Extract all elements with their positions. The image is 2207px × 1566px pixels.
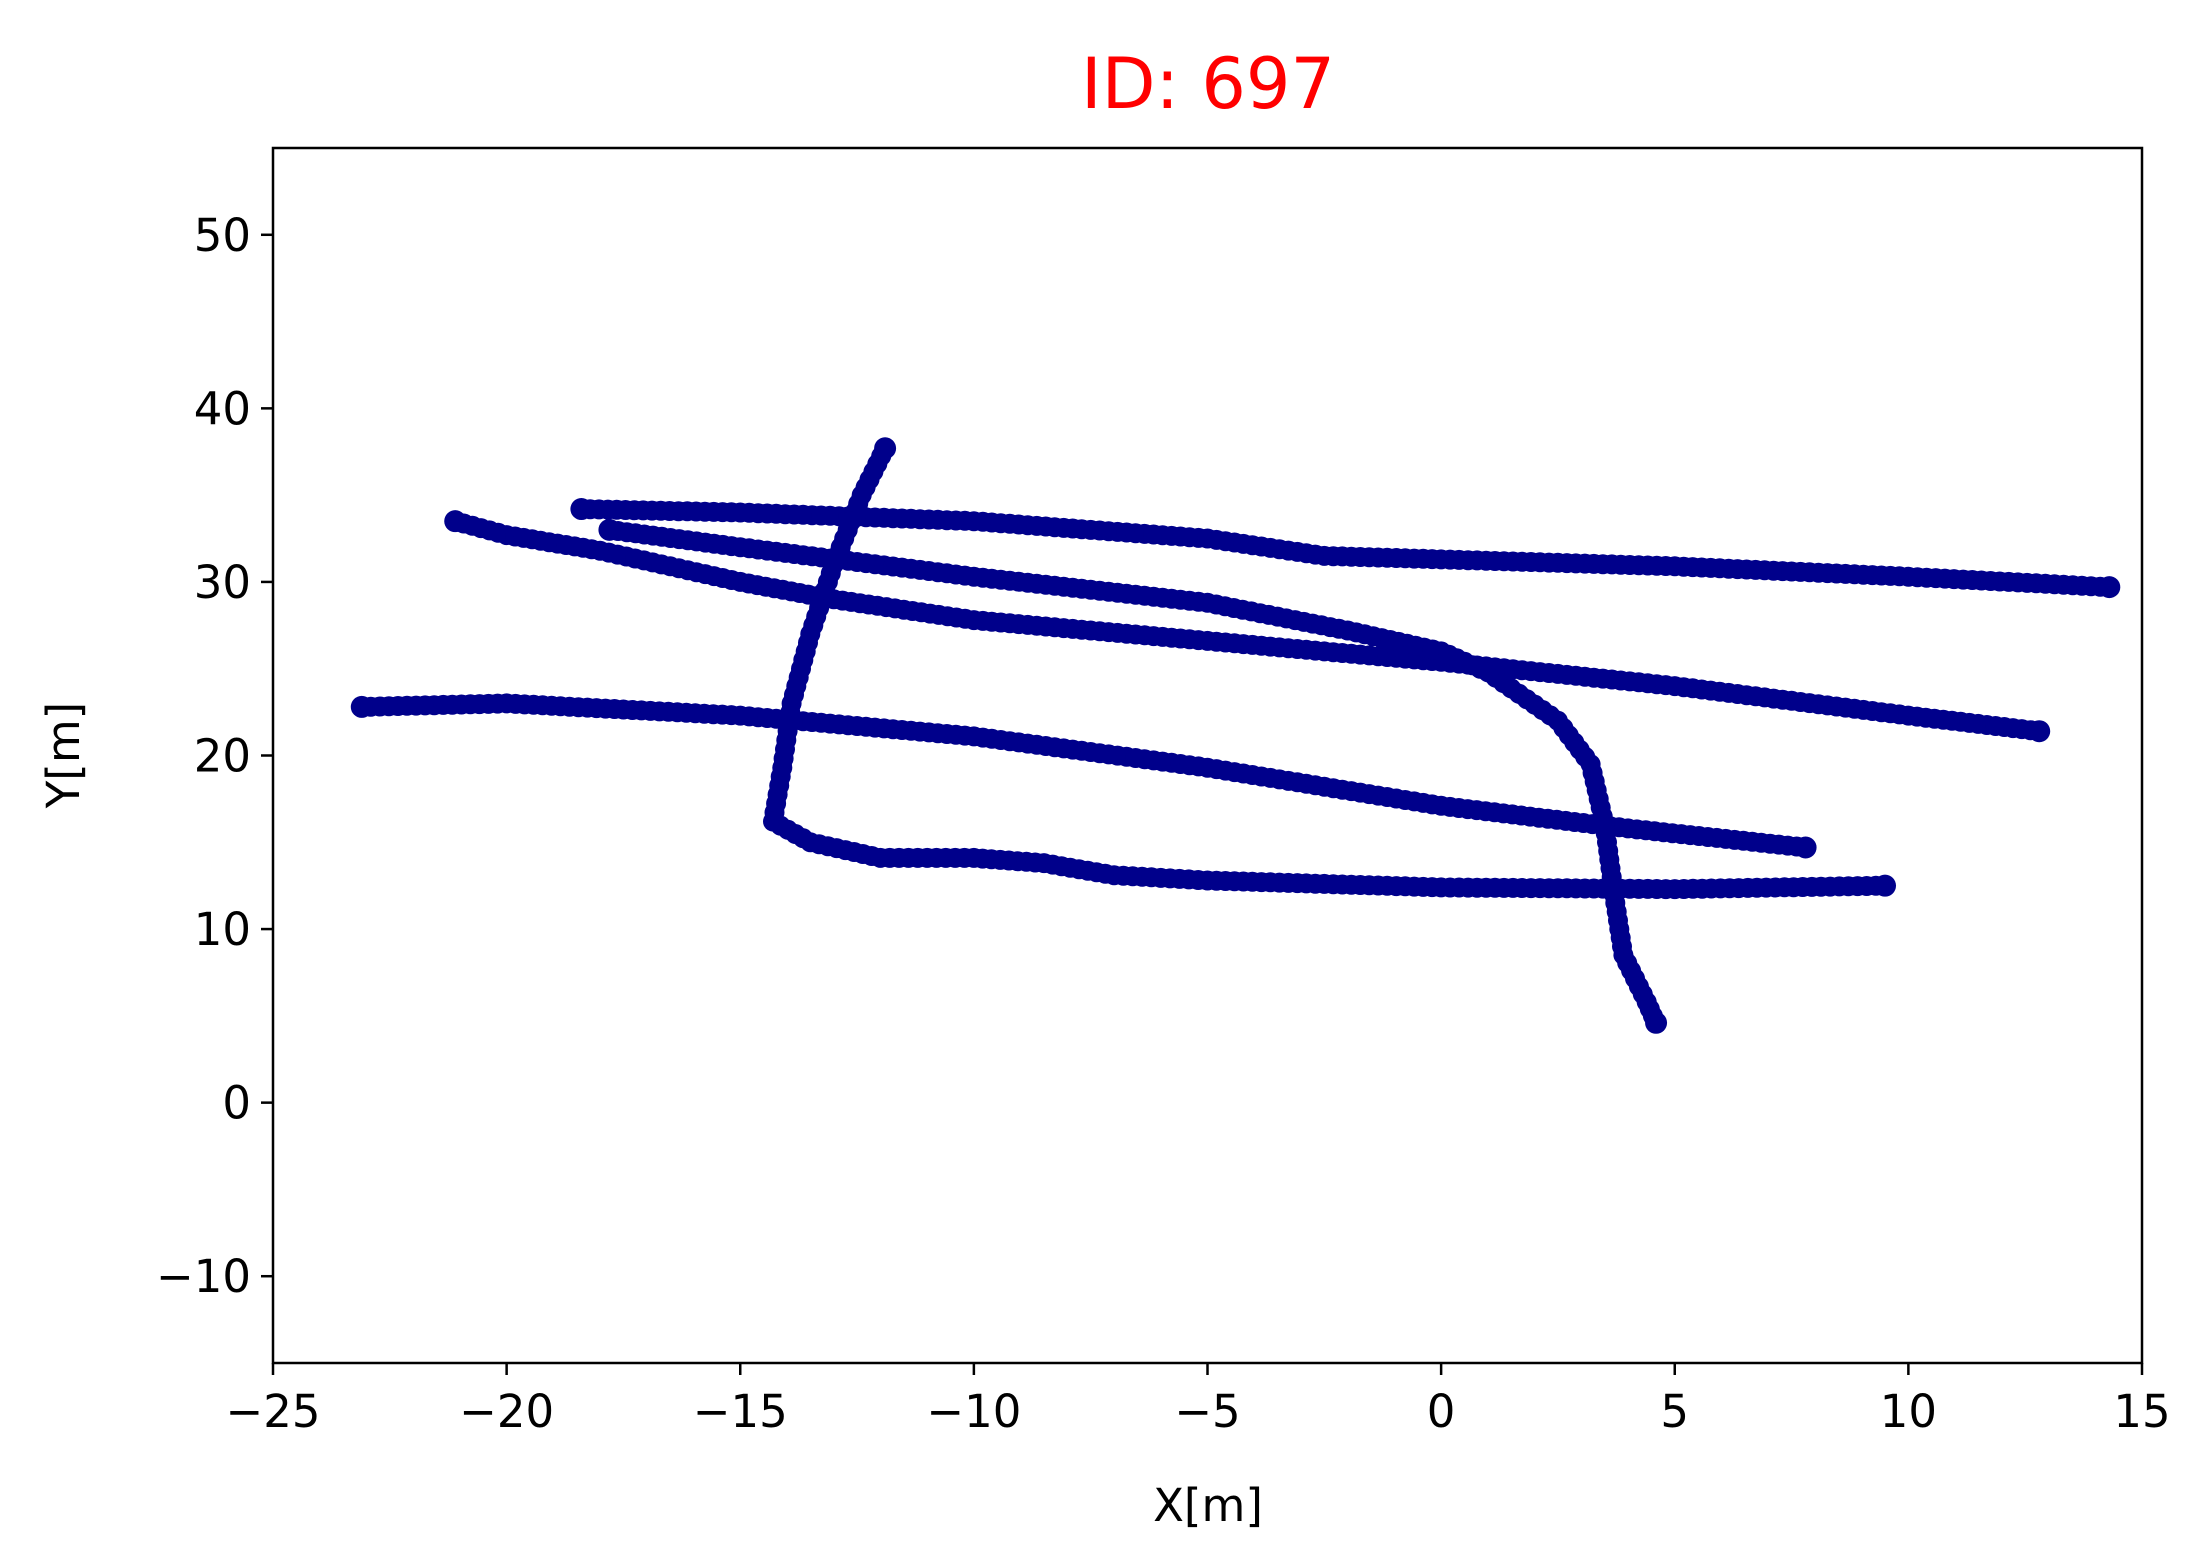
series-layer: [350, 437, 2121, 1034]
trajectory-point: [2028, 720, 2051, 743]
x-tick-label: −20: [459, 1385, 554, 1438]
x-axis-ticks: −25 −20 −15 −10 −5 0 5 10 15: [226, 1363, 2171, 1438]
x-tick-label: 10: [1880, 1385, 1937, 1438]
trajectory-point: [1874, 874, 1897, 897]
y-tick-label: −10: [156, 1250, 251, 1303]
trajectory-point: [350, 695, 373, 718]
x-tick-label: −25: [226, 1385, 321, 1438]
y-axis-label: Y[m]: [37, 702, 90, 809]
x-tick-label: 0: [1427, 1385, 1456, 1438]
y-tick-label: 10: [194, 903, 251, 956]
trajectory-series: [444, 510, 2051, 743]
trajectory-point: [2098, 576, 2121, 599]
x-tick-label: −15: [693, 1385, 788, 1438]
y-tick-label: 40: [194, 382, 251, 435]
y-axis-ticks: −10 0 10 20 30 40 50: [156, 209, 273, 1303]
x-tick-label: 5: [1660, 1385, 1689, 1438]
trajectory-point: [444, 510, 467, 533]
trajectory-point: [874, 437, 897, 460]
x-tick-label: 15: [2113, 1385, 2170, 1438]
x-tick-label: −5: [1174, 1385, 1240, 1438]
y-tick-label: 50: [194, 209, 251, 262]
trajectory-point: [1645, 1011, 1668, 1034]
x-axis-label: X[m]: [1153, 1479, 1263, 1532]
trajectory-series: [570, 498, 2121, 599]
trajectory-point: [598, 518, 621, 541]
chart-title: ID: 697: [1081, 43, 1335, 125]
y-tick-label: 20: [194, 730, 251, 783]
trajectory-point: [1794, 836, 1817, 859]
trajectory-series: [763, 437, 1897, 900]
y-tick-label: 0: [222, 1077, 251, 1130]
trajectory-point: [570, 498, 593, 521]
x-tick-label: −10: [926, 1385, 1021, 1438]
y-tick-label: 30: [194, 556, 251, 609]
